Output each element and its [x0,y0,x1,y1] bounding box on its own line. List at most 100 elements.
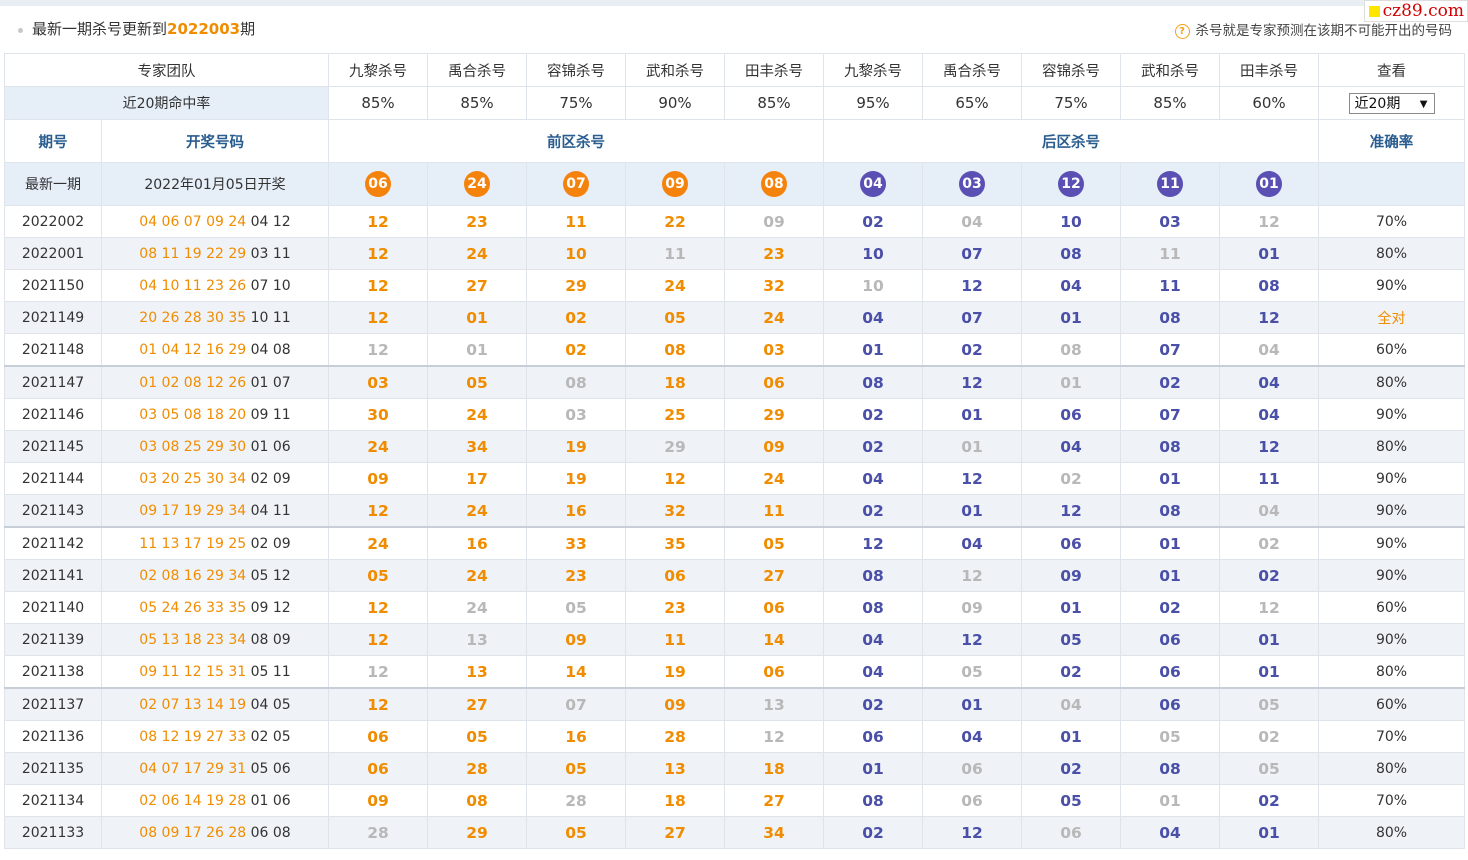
back-kill-number: 01 [1021,591,1121,624]
back-kill-number: 08 [1021,333,1121,367]
issue-number[interactable]: 2021148 [4,333,102,367]
back-kill-number: 05 [1120,720,1220,753]
issue-number[interactable]: 2022001 [4,237,102,270]
back-kill-number: 07 [1120,398,1220,431]
front-kill-number: 07 [526,687,626,721]
issue-number[interactable]: 2021141 [4,559,102,592]
front-kill-ball[interactable]: 07 [563,171,589,197]
front-kill-number: 23 [526,559,626,592]
site-logo[interactable]: cz89.com [1364,0,1468,22]
issue-number[interactable]: 2021146 [4,398,102,431]
numbers-column-header: 开奖号码 [101,119,329,163]
front-kill-number: 24 [427,591,527,624]
latest-update-text: 最新一期杀号更新到2022003期 [32,18,255,39]
draw-numbers: 03 05 08 18 20 09 11 [101,398,329,431]
issue-number[interactable]: 2021135 [4,752,102,785]
draw-numbers: 04 07 17 29 31 05 06 [101,752,329,785]
front-kill-number: 19 [625,655,725,689]
expert-name: 田丰杀号 [1219,53,1319,87]
notice-suffix: 期 [240,20,256,38]
back-kill-number: 12 [1219,301,1319,334]
history-row: 2021139 05 13 18 23 34 08 09 12 13 09 11 14 04 1… [4,623,1465,656]
draw-numbers: 01 02 08 12 26 01 07 [101,365,329,399]
issue-number[interactable]: 2021147 [4,365,102,399]
back-kill-number: 02 [1021,655,1121,689]
history-row: 2022001 08 11 19 22 29 03 11 12 24 10 11 23 10 0… [4,237,1465,270]
issue-number[interactable]: 2021145 [4,430,102,463]
draw-numbers: 11 13 17 19 25 02 09 [101,526,329,560]
front-kill-ball[interactable]: 09 [662,171,688,197]
front-kill-number: 24 [328,526,428,560]
front-draw-numbers: 08 11 19 22 29 [139,245,247,262]
front-kill-number: 06 [724,365,824,399]
draw-numbers: 01 04 12 16 29 04 08 [101,333,329,367]
front-kill-number: 32 [625,494,725,528]
back-kill-number: 12 [922,559,1022,592]
front-kill-number: 12 [625,462,725,495]
front-kill-number: 12 [328,333,428,367]
issue-number[interactable]: 2021138 [4,655,102,689]
back-draw-numbers: 02 09 [250,470,291,487]
issue-number[interactable]: 2021143 [4,494,102,528]
front-kill-number: 14 [526,655,626,689]
front-kill-ball[interactable]: 24 [464,171,490,197]
front-kill-ball[interactable]: 08 [761,171,787,197]
latest-issue-number[interactable]: 2022003 [167,20,241,38]
issue-number[interactable]: 2021133 [4,816,102,849]
issue-number[interactable]: 2021144 [4,462,102,495]
front-draw-numbers: 08 12 19 27 33 [139,728,247,745]
accuracy-value: 80% [1318,655,1465,689]
back-draw-numbers: 04 12 [250,213,291,230]
back-kill-number: 03 [1120,205,1220,238]
front-kill-number: 27 [427,269,527,302]
back-kill-number: 02 [1021,462,1121,495]
front-kill-number: 05 [328,559,428,592]
back-kill-number: 12 [922,816,1022,849]
issue-number[interactable]: 2021137 [4,687,102,721]
back-kill-number: 02 [1120,591,1220,624]
front-kill-number: 28 [625,720,725,753]
issue-number[interactable]: 2021149 [4,301,102,334]
back-kill-number: 02 [823,687,923,721]
back-kill-ball[interactable]: 04 [860,171,886,197]
period-select[interactable]: 近20期 ▼ [1348,92,1435,114]
issue-number[interactable]: 2021140 [4,591,102,624]
front-kill-ball[interactable]: 06 [365,171,391,197]
update-notice: 最新一期杀号更新到2022003期 ? 杀号就是专家预测在该期不可能开出的号码 [4,6,1464,52]
issue-number[interactable]: 2021150 [4,269,102,302]
back-kill-ball[interactable]: 12 [1058,171,1084,197]
back-kill-number: 10 [823,269,923,302]
notice-prefix: 最新一期杀号更新到 [32,20,168,38]
back-kill-number: 04 [1021,430,1121,463]
back-kill-number: 02 [823,430,923,463]
question-icon[interactable]: ? [1174,24,1190,39]
front-kill-number: 02 [526,333,626,367]
draw-numbers: 03 08 25 29 30 01 06 [101,430,329,463]
accuracy-column-header: 准确率 [1318,119,1465,163]
back-kill-number: 06 [1120,655,1220,689]
expert-name: 武和杀号 [625,53,725,87]
latest-back-kill-cell: 11 [1120,162,1220,206]
accuracy-value: 80% [1318,430,1465,463]
front-kill-number: 16 [427,526,527,560]
front-kill-number: 13 [427,623,527,656]
back-kill-number: 12 [1219,205,1319,238]
front-draw-numbers: 01 04 12 16 29 [139,341,247,358]
back-kill-ball[interactable]: 01 [1256,171,1282,197]
issue-number[interactable]: 2021142 [4,526,102,560]
issue-number[interactable]: 2021134 [4,784,102,817]
front-draw-numbers: 09 17 19 29 34 [139,502,247,519]
issue-number[interactable]: 2021136 [4,720,102,753]
accuracy-value: 90% [1318,494,1465,528]
front-kill-number: 22 [625,205,725,238]
expert-name: 容锦杀号 [526,53,626,87]
back-kill-number: 02 [823,816,923,849]
back-kill-number: 04 [1219,398,1319,431]
back-kill-ball[interactable]: 03 [959,171,985,197]
issue-number[interactable]: 2022002 [4,205,102,238]
issue-number[interactable]: 2021139 [4,623,102,656]
back-kill-number: 09 [922,591,1022,624]
back-kill-ball[interactable]: 11 [1157,171,1183,197]
back-kill-number: 08 [1021,237,1121,270]
front-kill-number: 05 [724,526,824,560]
